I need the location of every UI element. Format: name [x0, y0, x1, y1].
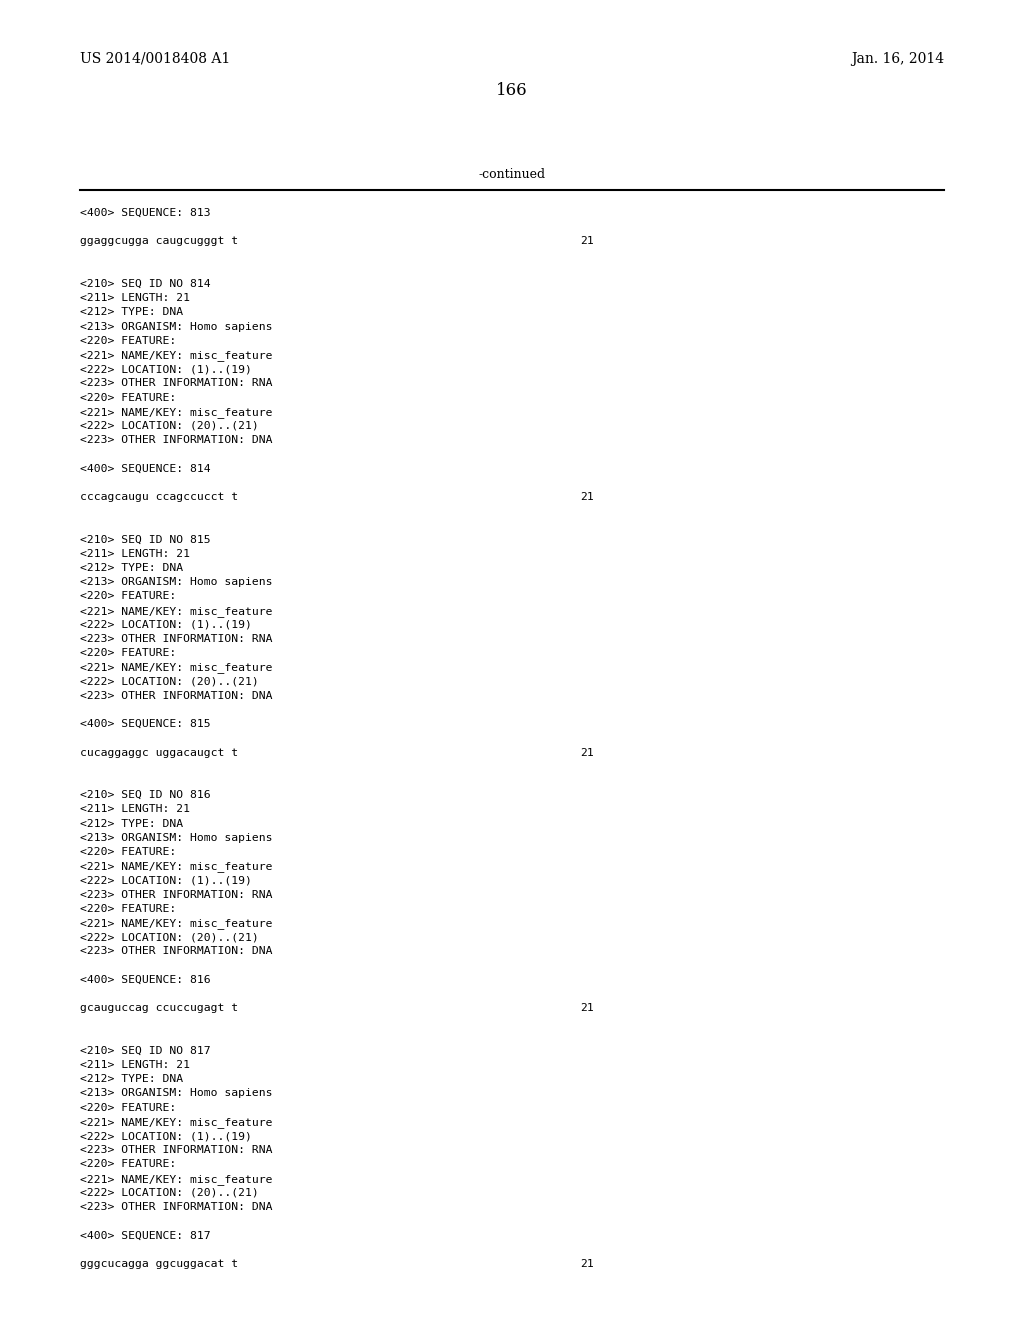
Text: <221> NAME/KEY: misc_feature: <221> NAME/KEY: misc_feature	[80, 407, 272, 417]
Text: <210> SEQ ID NO 817: <210> SEQ ID NO 817	[80, 1045, 211, 1056]
Text: <220> FEATURE:: <220> FEATURE:	[80, 1102, 176, 1113]
Text: <221> NAME/KEY: misc_feature: <221> NAME/KEY: misc_feature	[80, 606, 272, 616]
Text: <223> OTHER INFORMATION: DNA: <223> OTHER INFORMATION: DNA	[80, 690, 272, 701]
Text: <213> ORGANISM: Homo sapiens: <213> ORGANISM: Homo sapiens	[80, 833, 272, 842]
Text: <220> FEATURE:: <220> FEATURE:	[80, 392, 176, 403]
Text: <221> NAME/KEY: misc_feature: <221> NAME/KEY: misc_feature	[80, 350, 272, 360]
Text: <211> LENGTH: 21: <211> LENGTH: 21	[80, 1060, 190, 1071]
Text: cccagcaugu ccagccucct t: cccagcaugu ccagccucct t	[80, 492, 239, 502]
Text: 166: 166	[497, 82, 527, 99]
Text: Jan. 16, 2014: Jan. 16, 2014	[851, 51, 944, 66]
Text: <222> LOCATION: (20)..(21): <222> LOCATION: (20)..(21)	[80, 421, 259, 432]
Text: <223> OTHER INFORMATION: DNA: <223> OTHER INFORMATION: DNA	[80, 1203, 272, 1212]
Text: <221> NAME/KEY: misc_feature: <221> NAME/KEY: misc_feature	[80, 663, 272, 673]
Text: <220> FEATURE:: <220> FEATURE:	[80, 904, 176, 913]
Text: -continued: -continued	[478, 168, 546, 181]
Text: gggcucagga ggcuggacat t: gggcucagga ggcuggacat t	[80, 1259, 239, 1269]
Text: <222> LOCATION: (20)..(21): <222> LOCATION: (20)..(21)	[80, 1188, 259, 1197]
Text: <212> TYPE: DNA: <212> TYPE: DNA	[80, 818, 183, 829]
Text: <222> LOCATION: (20)..(21): <222> LOCATION: (20)..(21)	[80, 677, 259, 686]
Text: <222> LOCATION: (1)..(19): <222> LOCATION: (1)..(19)	[80, 875, 252, 886]
Text: <222> LOCATION: (20)..(21): <222> LOCATION: (20)..(21)	[80, 932, 259, 942]
Text: <211> LENGTH: 21: <211> LENGTH: 21	[80, 804, 190, 814]
Text: cucaggaggc uggacaugct t: cucaggaggc uggacaugct t	[80, 747, 239, 758]
Text: <220> FEATURE:: <220> FEATURE:	[80, 335, 176, 346]
Text: <221> NAME/KEY: misc_feature: <221> NAME/KEY: misc_feature	[80, 861, 272, 873]
Text: 21: 21	[580, 747, 594, 758]
Text: <221> NAME/KEY: misc_feature: <221> NAME/KEY: misc_feature	[80, 1117, 272, 1127]
Text: 21: 21	[580, 1259, 594, 1269]
Text: <223> OTHER INFORMATION: RNA: <223> OTHER INFORMATION: RNA	[80, 634, 272, 644]
Text: <212> TYPE: DNA: <212> TYPE: DNA	[80, 1074, 183, 1084]
Text: <220> FEATURE:: <220> FEATURE:	[80, 847, 176, 857]
Text: <400> SEQUENCE: 817: <400> SEQUENCE: 817	[80, 1230, 211, 1241]
Text: <210> SEQ ID NO 815: <210> SEQ ID NO 815	[80, 535, 211, 545]
Text: <222> LOCATION: (1)..(19): <222> LOCATION: (1)..(19)	[80, 620, 252, 630]
Text: <223> OTHER INFORMATION: RNA: <223> OTHER INFORMATION: RNA	[80, 1146, 272, 1155]
Text: <212> TYPE: DNA: <212> TYPE: DNA	[80, 308, 183, 317]
Text: <221> NAME/KEY: misc_feature: <221> NAME/KEY: misc_feature	[80, 1173, 272, 1184]
Text: <211> LENGTH: 21: <211> LENGTH: 21	[80, 549, 190, 558]
Text: 21: 21	[580, 1003, 594, 1014]
Text: ggaggcugga caugcugggt t: ggaggcugga caugcugggt t	[80, 236, 239, 247]
Text: <400> SEQUENCE: 813: <400> SEQUENCE: 813	[80, 209, 211, 218]
Text: <210> SEQ ID NO 814: <210> SEQ ID NO 814	[80, 279, 211, 289]
Text: <223> OTHER INFORMATION: RNA: <223> OTHER INFORMATION: RNA	[80, 890, 272, 900]
Text: <212> TYPE: DNA: <212> TYPE: DNA	[80, 564, 183, 573]
Text: <213> ORGANISM: Homo sapiens: <213> ORGANISM: Homo sapiens	[80, 1089, 272, 1098]
Text: <220> FEATURE:: <220> FEATURE:	[80, 648, 176, 659]
Text: <223> OTHER INFORMATION: RNA: <223> OTHER INFORMATION: RNA	[80, 379, 272, 388]
Text: <222> LOCATION: (1)..(19): <222> LOCATION: (1)..(19)	[80, 1131, 252, 1140]
Text: <220> FEATURE:: <220> FEATURE:	[80, 591, 176, 602]
Text: US 2014/0018408 A1: US 2014/0018408 A1	[80, 51, 230, 66]
Text: gcauguccag ccuccugagt t: gcauguccag ccuccugagt t	[80, 1003, 239, 1014]
Text: <222> LOCATION: (1)..(19): <222> LOCATION: (1)..(19)	[80, 364, 252, 374]
Text: <221> NAME/KEY: misc_feature: <221> NAME/KEY: misc_feature	[80, 917, 272, 929]
Text: 21: 21	[580, 236, 594, 247]
Text: <211> LENGTH: 21: <211> LENGTH: 21	[80, 293, 190, 304]
Text: <213> ORGANISM: Homo sapiens: <213> ORGANISM: Homo sapiens	[80, 322, 272, 331]
Text: 21: 21	[580, 492, 594, 502]
Text: <213> ORGANISM: Homo sapiens: <213> ORGANISM: Homo sapiens	[80, 577, 272, 587]
Text: <220> FEATURE:: <220> FEATURE:	[80, 1159, 176, 1170]
Text: <223> OTHER INFORMATION: DNA: <223> OTHER INFORMATION: DNA	[80, 436, 272, 445]
Text: <400> SEQUENCE: 814: <400> SEQUENCE: 814	[80, 463, 211, 474]
Text: <210> SEQ ID NO 816: <210> SEQ ID NO 816	[80, 791, 211, 800]
Text: <400> SEQUENCE: 816: <400> SEQUENCE: 816	[80, 974, 211, 985]
Text: <223> OTHER INFORMATION: DNA: <223> OTHER INFORMATION: DNA	[80, 946, 272, 957]
Text: <400> SEQUENCE: 815: <400> SEQUENCE: 815	[80, 719, 211, 729]
